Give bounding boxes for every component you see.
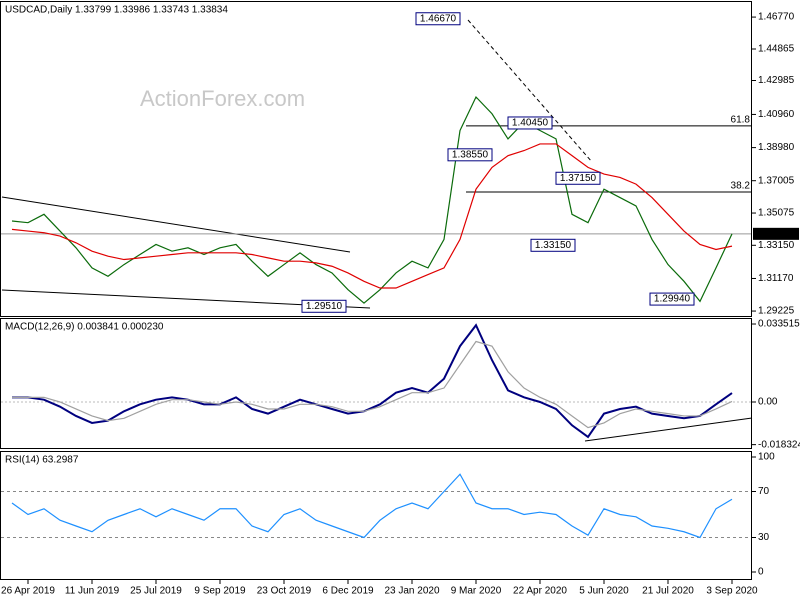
y-tick-label: 1.35075: [758, 208, 795, 219]
annotation-box: [507, 116, 553, 130]
annotation-label: 1.29510: [306, 301, 343, 312]
annotation-label: 1.37150: [560, 173, 597, 184]
annotation-box: [555, 171, 601, 185]
price-tag: [753, 227, 799, 240]
y-tick-label: 1.44865: [758, 44, 795, 55]
y-tick-label: 100: [758, 452, 775, 463]
x-tick-label: 9 Mar 2020: [451, 586, 502, 597]
x-tick-label: 23 Jan 2020: [384, 586, 439, 597]
trend-line: [1, 196, 351, 253]
x-tick-label: 26 Apr 2019: [1, 586, 55, 597]
y-tick-label: 1.40960: [758, 109, 795, 120]
x-tick-label: 3 Sep 2020: [706, 586, 758, 597]
y-tick-label: 0: [758, 567, 764, 578]
price-tag-label: 1.33834: [758, 228, 795, 239]
trend-line: [467, 19, 593, 163]
price-panel: [0, 1, 752, 317]
series-line: [12, 340, 733, 429]
annotation-box: [301, 299, 347, 313]
watermark: ActionForex.com: [140, 86, 305, 111]
annotation-box: [530, 238, 576, 252]
trend-line: [584, 417, 753, 442]
y-tick-label: 70: [758, 486, 770, 497]
x-tick-label: 25 Jul 2019: [130, 586, 182, 597]
x-tick-label: 5 Jun 2020: [579, 586, 629, 597]
y-tick-label: -0.018324: [758, 439, 800, 450]
y-tick-label: 1.42985: [758, 75, 795, 86]
macd-panel: [0, 318, 752, 449]
x-tick-label: 11 Jun 2019: [65, 586, 120, 597]
x-tick-label: 9 Sep 2019: [194, 586, 246, 597]
macd-title: MACD(12,26,9) 0.003841 0.000230: [5, 322, 164, 333]
rsi-panel: [0, 451, 752, 580]
annotation-box: [649, 292, 695, 306]
fib-label: 38.2: [731, 181, 751, 192]
x-tick-label: 23 Oct 2019: [257, 586, 312, 597]
x-tick-label: 6 Dec 2019: [322, 586, 374, 597]
annotation-box: [447, 148, 493, 162]
price-title: USDCAD,Daily 1.33799 1.33986 1.33743 1.3…: [5, 5, 228, 16]
series-line: [11, 95, 733, 304]
annotation-label: 1.46670: [420, 13, 457, 24]
fib-label: 61.8: [731, 114, 751, 125]
series-line: [11, 473, 733, 539]
annotation-label: 1.29940: [654, 294, 691, 305]
x-tick-label: 21 Jul 2020: [642, 586, 694, 597]
y-tick-label: 0.033515: [758, 319, 800, 330]
y-tick-label: 1.31170: [758, 273, 794, 284]
y-tick-label: 1.29225: [758, 306, 795, 317]
series-line: [11, 143, 733, 289]
y-tick-label: 1.46770: [758, 12, 795, 23]
annotation-box: [415, 12, 461, 26]
y-tick-label: 30: [758, 532, 770, 543]
rsi-title: RSI(14) 63.2987: [5, 455, 79, 466]
y-tick-label: 1.33150: [758, 240, 795, 251]
y-tick-label: 1.38980: [758, 142, 795, 153]
annotation-label: 1.38550: [452, 149, 489, 160]
series-line: [12, 323, 733, 439]
annotation-label: 1.40450: [512, 118, 549, 129]
x-tick-label: 22 Apr 2020: [513, 586, 567, 597]
y-tick-label: 1.37005: [758, 175, 795, 186]
annotation-label: 1.33150: [535, 240, 572, 251]
y-tick-label: 0.00: [758, 397, 778, 408]
